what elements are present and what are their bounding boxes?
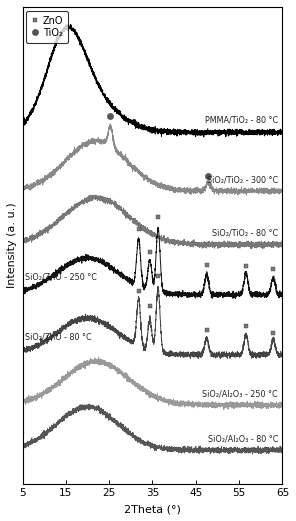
Text: SiO₂/TiO₂ - 80 °C: SiO₂/TiO₂ - 80 °C bbox=[212, 229, 278, 238]
Text: SiO₂/Al₂O₃ - 80 °C: SiO₂/Al₂O₃ - 80 °C bbox=[208, 435, 278, 443]
Text: SiO₂/TiO₂ - 300 °C: SiO₂/TiO₂ - 300 °C bbox=[207, 175, 278, 184]
Legend: ZnO, TiO₂: ZnO, TiO₂ bbox=[26, 11, 68, 43]
Text: SiO₂/ZnO - 80 °C: SiO₂/ZnO - 80 °C bbox=[25, 332, 91, 341]
Text: SiO₂/ZnO - 250 °C: SiO₂/ZnO - 250 °C bbox=[25, 272, 96, 281]
Text: PMMA/TiO₂ - 80 °C: PMMA/TiO₂ - 80 °C bbox=[205, 115, 278, 124]
Text: SiO₂/Al₂O₃ - 250 °C: SiO₂/Al₂O₃ - 250 °C bbox=[202, 389, 278, 399]
Y-axis label: Intensity (a. u.): Intensity (a. u.) bbox=[7, 203, 17, 288]
X-axis label: 2Theta (°): 2Theta (°) bbox=[124, 504, 181, 514]
